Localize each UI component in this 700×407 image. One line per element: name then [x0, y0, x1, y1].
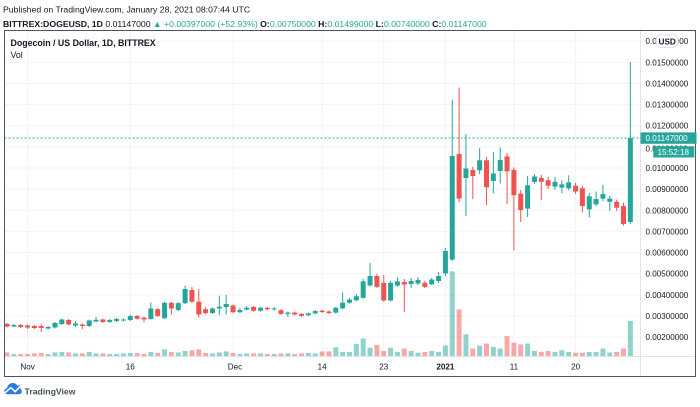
- svg-text:0.01000000: 0.01000000: [646, 164, 689, 173]
- svg-text:0.00800000: 0.00800000: [646, 206, 689, 215]
- svg-text:0.00600000: 0.00600000: [646, 249, 689, 258]
- svg-text:14: 14: [318, 363, 328, 372]
- svg-text:0.00200000: 0.00200000: [646, 333, 689, 342]
- svg-text:0.01200000: 0.01200000: [646, 122, 689, 131]
- svg-text:TradingView: TradingView: [25, 387, 76, 397]
- svg-text:0.00700000: 0.00700000: [646, 227, 689, 236]
- svg-text:0.00300000: 0.00300000: [646, 312, 689, 321]
- svg-text:0.00900000: 0.00900000: [646, 185, 689, 194]
- svg-text:23: 23: [379, 363, 389, 372]
- svg-text:Published on TradingView.com,: Published on TradingView.com, January 28…: [3, 5, 250, 15]
- svg-text:USD: USD: [659, 37, 676, 46]
- svg-text:BITTREX:DOGEUSD, 1D 0.01147000: BITTREX:DOGEUSD, 1D 0.01147000 ▲ +0.0039…: [3, 19, 487, 29]
- svg-text:0.01500000: 0.01500000: [646, 58, 689, 67]
- svg-text:0.00500000: 0.00500000: [646, 270, 689, 279]
- svg-text:Vol: Vol: [11, 50, 23, 60]
- svg-text:0.01147000: 0.01147000: [646, 134, 689, 143]
- svg-text:16: 16: [126, 363, 136, 372]
- svg-text:2021: 2021: [436, 363, 455, 372]
- svg-text:0.01400000: 0.01400000: [646, 79, 689, 88]
- svg-text:Dec: Dec: [228, 363, 242, 372]
- svg-text:Nov: Nov: [20, 363, 35, 372]
- svg-text:15:52:18: 15:52:18: [658, 148, 690, 157]
- svg-text:0.01300000: 0.01300000: [646, 101, 689, 110]
- svg-text:Dogecoin / US Dollar, 1D, BITT: Dogecoin / US Dollar, 1D, BITTREX: [11, 38, 156, 48]
- svg-text:0.00400000: 0.00400000: [646, 291, 689, 300]
- svg-text:11: 11: [510, 363, 519, 372]
- svg-text:20: 20: [571, 363, 581, 372]
